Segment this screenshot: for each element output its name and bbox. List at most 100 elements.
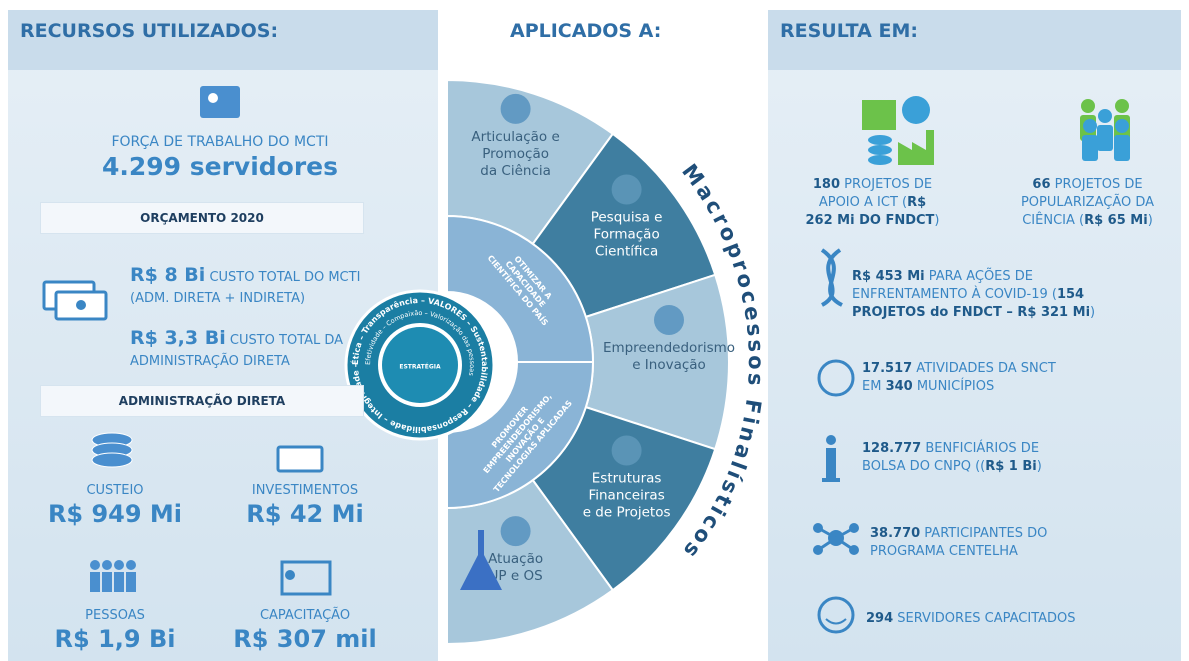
- result-text: ): [1090, 305, 1095, 320]
- strategy-label: ESTRATÉGIA: [399, 363, 441, 371]
- workforce-label: FORÇA DE TRABALHO DO MCTI: [40, 134, 400, 150]
- people-icon: [114, 560, 124, 570]
- result: 17.517 ATIVIDADES DA SNCT EM 340 MUNICÍP…: [862, 360, 1072, 396]
- process-label: Estruturas: [592, 470, 662, 486]
- ict-icon-db: [868, 155, 892, 165]
- result-text: 17.517: [862, 361, 912, 376]
- process-label: da Ciência: [480, 163, 551, 179]
- page: Articulação ePromoçãoda Ciência Pesquisa …: [0, 0, 1189, 661]
- middle-title: APLICADOS A:: [510, 20, 661, 42]
- budget-value: R$ 8 Bi: [130, 264, 205, 286]
- process-label: Empreendedorismo: [603, 340, 735, 356]
- result: 66 PROJETOS DE POPULARIZAÇÃO DA CIÊNCIA …: [1010, 176, 1165, 230]
- workforce-value: 4.299 servidores: [40, 152, 400, 181]
- result: 294 SERVIDORES CAPACITADOS: [866, 610, 1116, 628]
- result-text: 38.770: [870, 526, 920, 541]
- id-icon-face: [208, 93, 218, 103]
- smile-icon: [819, 598, 853, 632]
- direct-value: R$ 949 Mi: [20, 500, 210, 528]
- pop-icon-body: [1114, 135, 1130, 161]
- budget-label: CUSTO TOTAL DA: [230, 333, 343, 348]
- direct-label: CAPACITAÇÃO: [230, 608, 380, 623]
- result-text: 294: [866, 611, 893, 626]
- people-icon-body: [102, 572, 112, 592]
- result-text: 340: [886, 379, 913, 394]
- result-text: MUNICÍPIOS: [913, 379, 995, 394]
- money-icon-dot: [76, 300, 86, 310]
- direct-value: R$ 42 Mi: [210, 500, 400, 528]
- network-icon-node: [813, 545, 823, 555]
- people-icon-body: [126, 572, 136, 592]
- smile-icon-mouth: [826, 619, 846, 624]
- result-text: 66: [1032, 177, 1050, 192]
- left-title: RECURSOS UTILIZADOS:: [20, 20, 278, 42]
- budget-item: R$ 3,3 Bi CUSTO TOTAL DA ADMINISTRAÇÃO D…: [130, 328, 343, 372]
- budget-value: R$ 3,3 Bi: [130, 327, 226, 349]
- network-icon-node: [849, 523, 859, 533]
- process-label: Pesquisa e: [591, 210, 663, 226]
- network-icon-node: [849, 545, 859, 555]
- pop-icon: [1098, 109, 1112, 123]
- process-icon: [501, 516, 531, 546]
- id-icon: [200, 86, 240, 118]
- people-icon: [126, 560, 136, 570]
- coins-icon: [92, 453, 132, 467]
- process-icon: [612, 435, 642, 465]
- people-icon-body: [114, 572, 124, 592]
- process-label: Formação: [593, 227, 659, 243]
- budget-detail: ADMINISTRAÇÃO DIRETA: [130, 354, 290, 369]
- ict-icon-factory: [898, 130, 934, 165]
- result-text: ): [934, 213, 939, 228]
- result-text: 128.777: [862, 441, 921, 456]
- pop-icon-body: [1097, 125, 1113, 151]
- result: R$ 453 Mi PARA AÇÕES DE ENFRENTAMENTO À …: [852, 268, 1152, 322]
- pop-icon: [1115, 99, 1129, 113]
- direct-title: ADMINISTRAÇÃO DIRETA: [40, 385, 364, 417]
- people-icon-body: [90, 572, 100, 592]
- people-icon: [90, 560, 100, 570]
- right-title: RESULTA EM:: [780, 20, 918, 42]
- result-text: ): [1148, 213, 1153, 228]
- result: 38.770 PARTICIPANTES DO PROGRAMA CENTELH…: [870, 525, 1090, 561]
- process-icon: [612, 175, 642, 205]
- budget-item: R$ 8 Bi CUSTO TOTAL DO MCTI (ADM. DIRETA…: [130, 265, 360, 309]
- budget-title: ORÇAMENTO 2020: [40, 202, 364, 234]
- result: 180 PROJETOS DE APOIO A ICT (R$ 262 Mi D…: [805, 176, 940, 230]
- budget-label: CUSTO TOTAL DO MCTI: [209, 270, 360, 285]
- ict-icon: [862, 100, 896, 130]
- process-label: Articulação e: [471, 129, 559, 145]
- dna-icon: [822, 250, 842, 305]
- direct-label: INVESTIMENTOS: [230, 483, 380, 498]
- result-text: R$ 65 Mi: [1084, 213, 1148, 228]
- process-label: e de Projetos: [583, 504, 671, 520]
- process-icon: [654, 305, 684, 335]
- result-text: ): [1037, 459, 1042, 474]
- pop-icon: [1083, 119, 1097, 133]
- result-text: 180: [813, 177, 840, 192]
- process-label: Promoção: [482, 146, 549, 162]
- ict-icon-disc: [902, 96, 930, 124]
- result-text: SERVIDORES CAPACITADOS: [893, 611, 1075, 626]
- pop-icon: [1081, 99, 1095, 113]
- result-text: R$ 1 Bi: [985, 459, 1037, 474]
- globe-icon: [819, 361, 853, 395]
- process-label: Financeiras: [588, 487, 664, 503]
- process-icon: [501, 94, 531, 124]
- process-label: Científica: [595, 244, 658, 260]
- result: 128.777 BENFICIÁRIOS DE BOLSA DO CNPQ ((…: [862, 440, 1082, 476]
- network-icon-node: [813, 523, 823, 533]
- ict-icon-db: [868, 135, 892, 145]
- training-icon-head: [285, 570, 295, 580]
- process-label: Atuação: [488, 551, 543, 567]
- person-icon-body: [822, 448, 840, 482]
- direct-value: R$ 307 mil: [210, 625, 400, 653]
- pop-icon: [1115, 119, 1129, 133]
- process-label: e Inovação: [632, 357, 706, 373]
- ict-icon-db: [868, 145, 892, 155]
- cash-icon: [278, 447, 322, 471]
- direct-label: PESSOAS: [40, 608, 190, 623]
- pop-icon-body: [1082, 135, 1098, 161]
- budget-detail: (ADM. DIRETA + INDIRETA): [130, 291, 305, 306]
- person-icon: [826, 435, 836, 445]
- direct-label: CUSTEIO: [40, 483, 190, 498]
